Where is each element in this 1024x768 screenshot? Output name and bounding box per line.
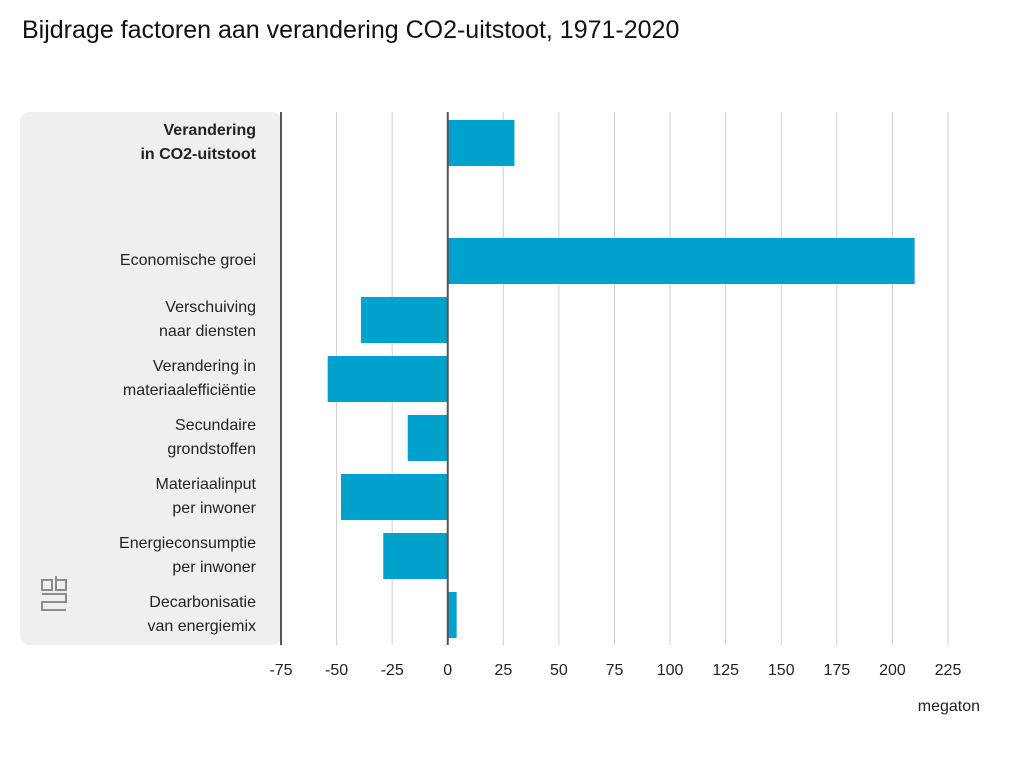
category-label: Economische groei — [119, 252, 256, 269]
x-tick-label: -75 — [269, 662, 292, 679]
x-tick-label: 75 — [606, 662, 624, 679]
category-label: Decarbonisatie van energiemix — [147, 594, 257, 635]
bar — [327, 356, 448, 402]
x-tick-label: 100 — [657, 662, 684, 679]
x-tick-label: 225 — [935, 662, 962, 679]
category-label: Verschuiving naar diensten — [159, 299, 256, 340]
x-tick-label: 25 — [494, 662, 512, 679]
bar — [383, 533, 448, 579]
bar — [447, 592, 457, 638]
category-label: Verandering in CO2-uitstoot — [140, 122, 256, 163]
label-panel — [20, 112, 282, 645]
bar — [341, 474, 448, 520]
category-label: Materiaalinput per inwoner — [155, 476, 257, 517]
bar — [407, 415, 448, 461]
category-label: Energieconsumptie per inwoner — [119, 535, 256, 576]
logo — [41, 576, 67, 611]
x-tick-label: 0 — [443, 662, 452, 679]
category-label: Secundaire grondstoffen — [167, 417, 256, 458]
x-tick-label: -50 — [325, 662, 348, 679]
category-label: Verandering in materiaalefficiëntie — [122, 358, 256, 399]
x-tick-label: 200 — [879, 662, 906, 679]
x-tick-label: 150 — [768, 662, 795, 679]
x-tick-label: -25 — [381, 662, 404, 679]
bar — [447, 120, 515, 166]
bar — [361, 297, 448, 343]
x-tick-label: 125 — [712, 662, 739, 679]
x-tick-label: 175 — [823, 662, 850, 679]
bar — [447, 238, 915, 284]
chart-title: Bijdrage factoren aan verandering CO2-ui… — [22, 16, 680, 44]
x-axis-label: megaton — [918, 698, 980, 715]
x-tick-label: 50 — [550, 662, 568, 679]
